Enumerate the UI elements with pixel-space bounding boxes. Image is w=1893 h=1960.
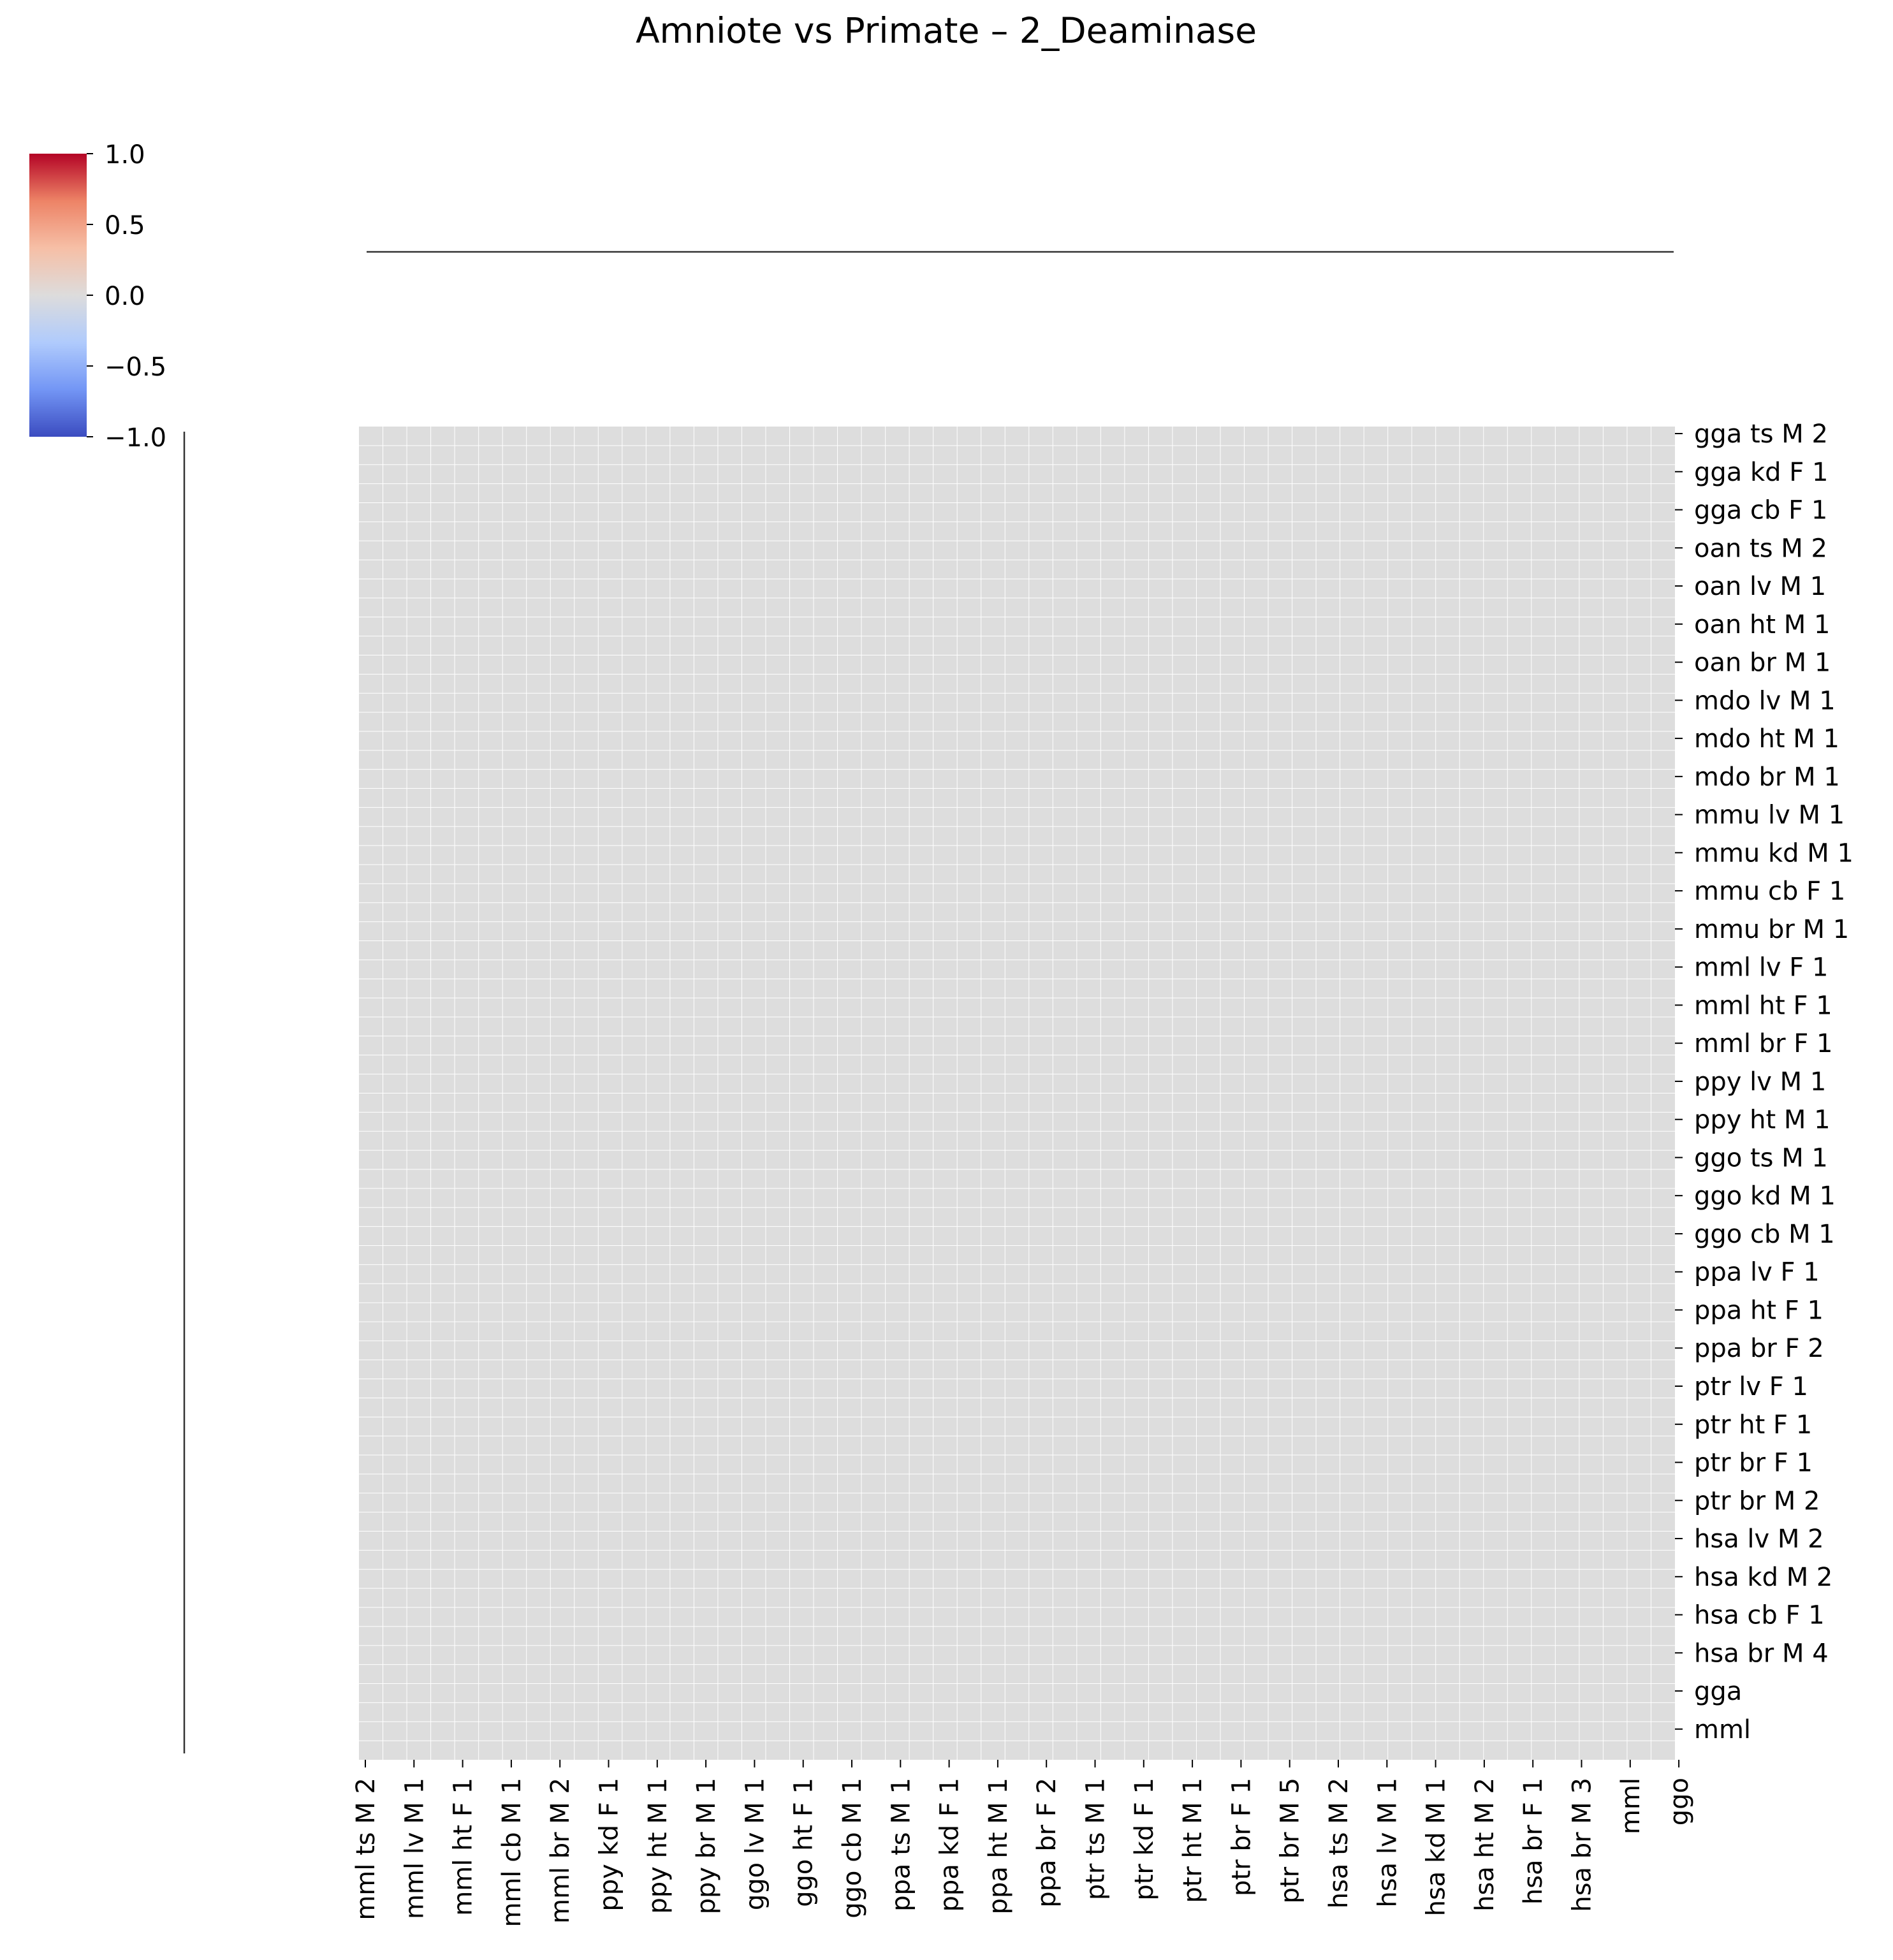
row-tick-label: gga <box>1694 1677 1742 1706</box>
row-tick-label: gga kd F 1 <box>1694 458 1828 487</box>
column-tick-label: hsa br M 3 <box>1568 1778 1597 1912</box>
row-tick-label: mdo br M 1 <box>1694 763 1840 792</box>
row-tick-label: ggo cb M 1 <box>1694 1220 1835 1249</box>
column-tick-label: ppa ts M 1 <box>886 1778 916 1912</box>
colorbar-ticks: 1.0 0.5 0.0 −0.5 −1.0 <box>87 140 166 453</box>
row-tick-label: mml br F 1 <box>1694 1029 1832 1058</box>
column-tick-label: ptr kd F 1 <box>1130 1778 1159 1901</box>
row-tick-label: gga ts M 2 <box>1694 420 1828 449</box>
column-tick-label: ppa kd F 1 <box>935 1778 965 1912</box>
row-tick-label: ggo ts M 1 <box>1694 1143 1828 1173</box>
row-tick-label: ggo kd M 1 <box>1694 1181 1836 1211</box>
row-tick-label: mml lv F 1 <box>1694 953 1828 983</box>
row-tick-label: mdo ht M 1 <box>1694 724 1839 754</box>
column-tick-label: ptr ht M 1 <box>1178 1778 1208 1903</box>
column-tick-label: mml ht F 1 <box>449 1778 478 1916</box>
row-tick-label: ppa lv F 1 <box>1694 1258 1820 1287</box>
chart-title: Amniote vs Primate – 2_Deaminase <box>636 10 1257 51</box>
colorbar-gradient <box>29 154 87 437</box>
column-tick-label: hsa kd M 1 <box>1422 1778 1451 1916</box>
colorbar: 1.0 0.5 0.0 −0.5 −1.0 <box>29 140 166 453</box>
row-tick-label: oan br M 1 <box>1694 648 1831 678</box>
column-tick-label: ppa br F 2 <box>1032 1778 1062 1908</box>
column-tick-label: ggo <box>1665 1778 1694 1825</box>
column-tick-label: hsa ts M 2 <box>1324 1778 1354 1908</box>
row-tick-label: mmu cb F 1 <box>1694 877 1845 906</box>
row-tick-label: oan ht M 1 <box>1694 610 1830 640</box>
row-tick-label: mml <box>1694 1715 1751 1744</box>
row-tick-label: mmu kd M 1 <box>1694 838 1853 868</box>
column-tick-label: mml br M 2 <box>546 1778 575 1924</box>
row-tick-label: hsa br M 4 <box>1694 1639 1829 1668</box>
column-tick-label: ppy kd F 1 <box>595 1778 624 1912</box>
row-tick-label: mmu lv M 1 <box>1694 801 1845 830</box>
row-tick-label: ptr br M 2 <box>1694 1486 1820 1516</box>
row-tick-label: ppa ht F 1 <box>1694 1296 1824 1325</box>
row-tick-label: mmu br M 1 <box>1694 915 1849 944</box>
row-tick-label: oan lv M 1 <box>1694 572 1826 601</box>
row-tick-label: mdo lv M 1 <box>1694 686 1836 715</box>
row-tick-label: ptr ht F 1 <box>1694 1410 1812 1440</box>
row-tick-label: hsa lv M 2 <box>1694 1525 1824 1554</box>
column-tick-label: ppa ht M 1 <box>984 1778 1013 1914</box>
column-tick-label: ggo cb M 1 <box>838 1778 867 1919</box>
column-tick-label: ppy br M 1 <box>692 1778 721 1914</box>
colorbar-tick-label: −1.0 <box>105 423 166 453</box>
column-tick-label: ppy ht M 1 <box>643 1778 673 1914</box>
row-tick-label: ppy lv M 1 <box>1694 1067 1826 1097</box>
column-tick-label: mml <box>1616 1778 1646 1834</box>
column-tick-label: ggo lv M 1 <box>740 1778 770 1910</box>
row-tick-label: ptr lv F 1 <box>1694 1372 1808 1401</box>
row-tick-label: mml ht F 1 <box>1694 991 1832 1020</box>
column-tick-label: mml cb M 1 <box>497 1778 527 1927</box>
row-tick-label: ppa br F 2 <box>1694 1334 1824 1363</box>
column-tick-label: ptr ts M 1 <box>1081 1778 1111 1900</box>
column-tick-label: hsa ht M 2 <box>1470 1778 1500 1912</box>
row-labels: gga ts M 2 gga kd F 1 gga cb F 1 oan ts M 2… <box>1675 420 1853 1744</box>
column-tick-label: hsa br F 1 <box>1519 1778 1548 1905</box>
row-tick-label: gga cb F 1 <box>1694 496 1827 525</box>
colorbar-tick-label: −0.5 <box>105 353 166 382</box>
colorbar-tick-label: 1.0 <box>105 140 145 170</box>
heatmap-grid <box>359 427 1675 1760</box>
column-tick-label: ggo ht F 1 <box>789 1778 819 1907</box>
column-tick-label: mml ts M 2 <box>351 1778 381 1920</box>
row-tick-label: hsa kd M 2 <box>1694 1563 1832 1592</box>
column-labels: mml ts M 2 mml lv M 1 mml ht F 1 mml cb M 1… <box>351 1760 1694 1927</box>
colorbar-tick-label: 0.5 <box>105 211 145 240</box>
row-tick-label: ppy ht M 1 <box>1694 1106 1831 1135</box>
column-tick-label: ptr br M 5 <box>1276 1778 1305 1903</box>
row-tick-label: oan ts M 2 <box>1694 534 1827 563</box>
column-tick-label: mml lv M 1 <box>400 1778 429 1919</box>
column-tick-label: hsa lv M 1 <box>1373 1778 1402 1908</box>
column-tick-label: ptr br F 1 <box>1227 1778 1256 1896</box>
row-tick-label: ptr br F 1 <box>1694 1449 1813 1478</box>
colorbar-tick-label: 0.0 <box>105 282 145 311</box>
row-tick-label: hsa cb F 1 <box>1694 1601 1825 1630</box>
